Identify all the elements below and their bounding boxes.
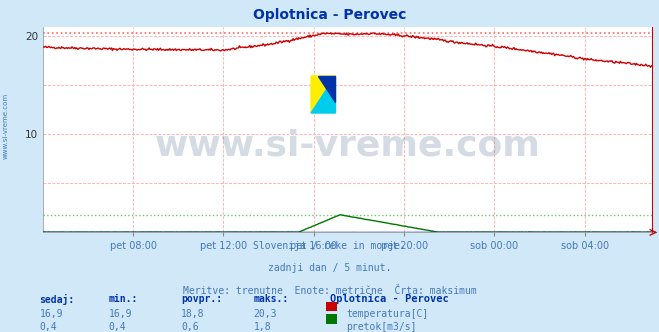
Text: temperatura[C]: temperatura[C] (346, 309, 428, 319)
Text: Oplotnica - Perovec: Oplotnica - Perovec (253, 8, 406, 22)
Text: 0,4: 0,4 (109, 322, 127, 332)
Text: 0,4: 0,4 (40, 322, 57, 332)
Polygon shape (318, 76, 335, 102)
Text: maks.:: maks.: (254, 294, 289, 304)
Text: www.si-vreme.com: www.si-vreme.com (2, 93, 9, 159)
Text: povpr.:: povpr.: (181, 294, 222, 304)
Text: 20,3: 20,3 (254, 309, 277, 319)
Text: www.si-vreme.com: www.si-vreme.com (155, 129, 540, 163)
Text: pretok[m3/s]: pretok[m3/s] (346, 322, 416, 332)
Text: 18,8: 18,8 (181, 309, 205, 319)
Text: 0,6: 0,6 (181, 322, 199, 332)
Text: 16,9: 16,9 (40, 309, 63, 319)
Text: 1,8: 1,8 (254, 322, 272, 332)
Text: min.:: min.: (109, 294, 138, 304)
Text: sedaj:: sedaj: (40, 294, 74, 305)
Text: Oplotnica - Perovec: Oplotnica - Perovec (330, 294, 448, 304)
Text: Slovenija / reke in morje.: Slovenija / reke in morje. (253, 241, 406, 251)
Text: 16,9: 16,9 (109, 309, 132, 319)
Polygon shape (311, 76, 335, 113)
Text: Meritve: trenutne  Enote: metrične  Črta: maksimum: Meritve: trenutne Enote: metrične Črta: … (183, 286, 476, 296)
Polygon shape (311, 76, 335, 113)
Text: zadnji dan / 5 minut.: zadnji dan / 5 minut. (268, 263, 391, 273)
